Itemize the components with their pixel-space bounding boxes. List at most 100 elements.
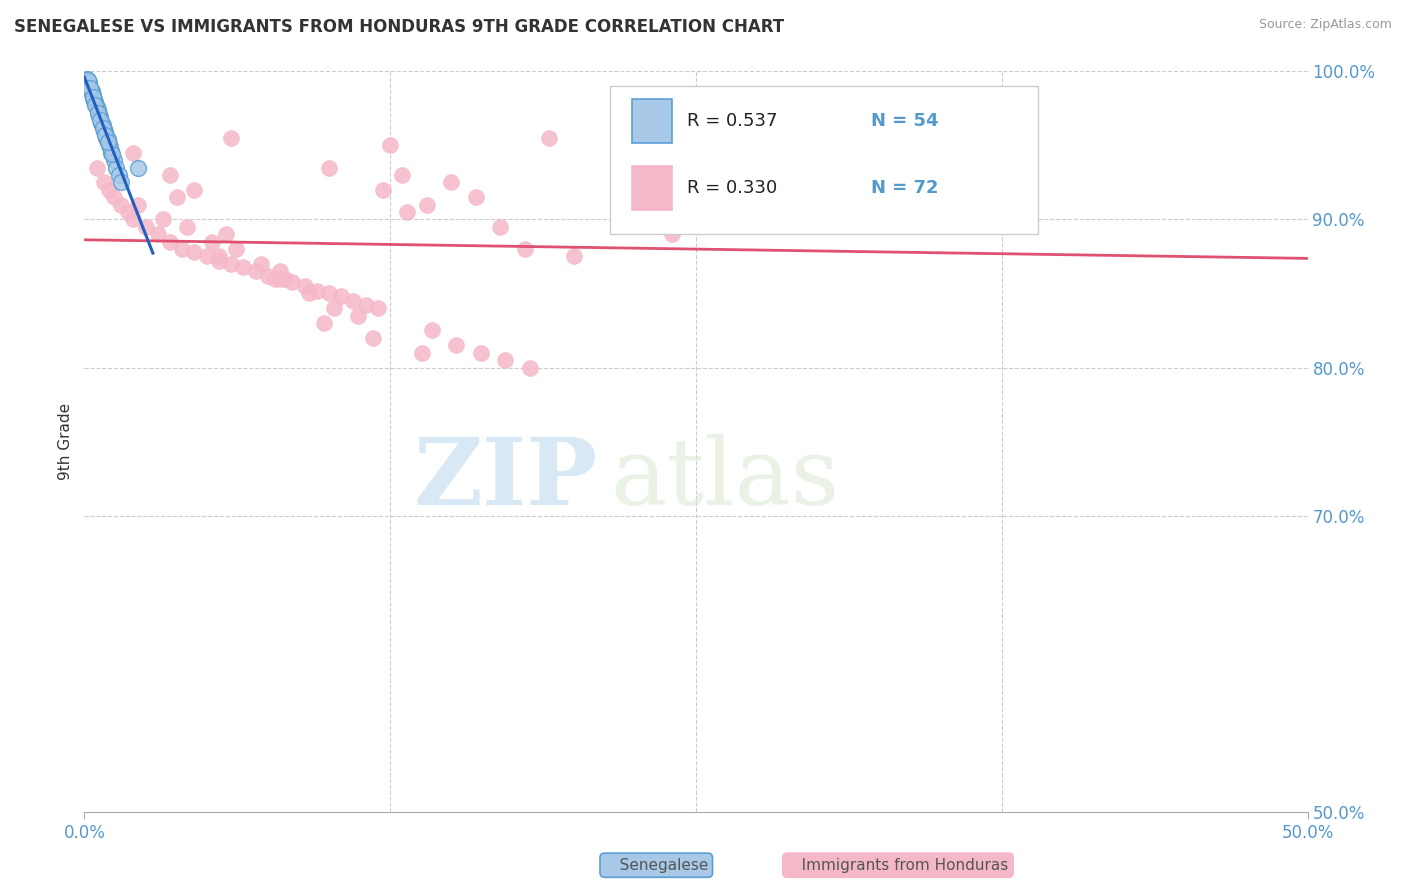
Point [257,268,280,283]
Point [97,183,120,197]
Point [562,250,585,264]
Text: ZIP: ZIP [413,434,598,524]
Point [200,235,222,249]
Point [101,147,124,161]
Text: R = 0.330: R = 0.330 [688,179,778,197]
Point [86,161,108,175]
Point [91,118,114,132]
Point [76,71,98,86]
Point [96,131,118,145]
Point [721,176,744,190]
Point [117,205,139,219]
Point [146,227,169,242]
Point [86,102,108,116]
Point [159,168,181,182]
Point [93,176,115,190]
Point [91,120,114,135]
Point [122,145,145,160]
Point [93,123,115,137]
Point [298,286,321,301]
Point [281,275,304,289]
Point [93,122,115,136]
Text: Immigrants from Honduras: Immigrants from Honduras [787,858,1008,872]
Point [245,264,267,278]
Point [208,253,231,268]
Point [89,113,111,128]
Point [97,136,120,151]
Point [215,227,238,242]
Point [103,190,125,204]
Point [318,161,340,175]
Point [83,94,105,108]
Point [489,219,512,234]
Point [110,176,132,190]
Text: Senegalese: Senegalese [605,858,709,872]
Point [100,145,122,160]
Point [208,250,231,264]
Point [494,353,516,368]
Point [100,145,122,159]
Point [420,324,443,338]
Point [87,103,110,117]
Point [354,298,377,312]
Point [396,205,419,219]
Point [110,197,132,211]
Point [105,161,128,175]
Point [122,212,145,227]
Text: N = 72: N = 72 [870,179,938,197]
Point [176,219,198,234]
Point [94,128,117,142]
Point [347,309,370,323]
Point [103,153,125,168]
Point [84,98,107,112]
Point [89,110,111,124]
Point [107,168,129,182]
Point [127,197,149,211]
Point [84,95,107,110]
Point [83,93,105,107]
Point [82,91,104,105]
Point [269,271,291,285]
Point [183,245,205,260]
Point [94,125,117,139]
Point [127,161,149,175]
Point [367,301,389,316]
Point [87,109,110,123]
Point [87,107,110,121]
Point [96,129,118,144]
Point [97,136,120,150]
Point [87,105,110,120]
Point [159,235,181,249]
Point [380,138,402,153]
Point [80,87,103,101]
Point [79,80,101,95]
Point [97,136,120,150]
Point [361,331,384,345]
Point [219,131,242,145]
Point [77,73,100,87]
Text: Source: ZipAtlas.com: Source: ZipAtlas.com [1258,18,1392,31]
Point [305,284,328,298]
Point [314,316,336,330]
Point [342,293,364,308]
Point [758,116,780,130]
Point [79,82,101,96]
Point [440,176,463,190]
Point [90,114,112,128]
Point [91,120,114,135]
Point [219,257,242,271]
Point [330,289,353,303]
Point [77,79,100,94]
Point [411,345,433,359]
Point [322,301,344,316]
Point [183,183,205,197]
FancyBboxPatch shape [633,100,672,144]
Y-axis label: 9th Grade: 9th Grade [58,403,73,480]
Point [195,250,218,264]
Point [89,112,111,126]
Point [444,338,467,352]
Point [90,116,112,130]
Point [318,286,340,301]
Point [538,131,561,145]
Point [264,271,287,285]
